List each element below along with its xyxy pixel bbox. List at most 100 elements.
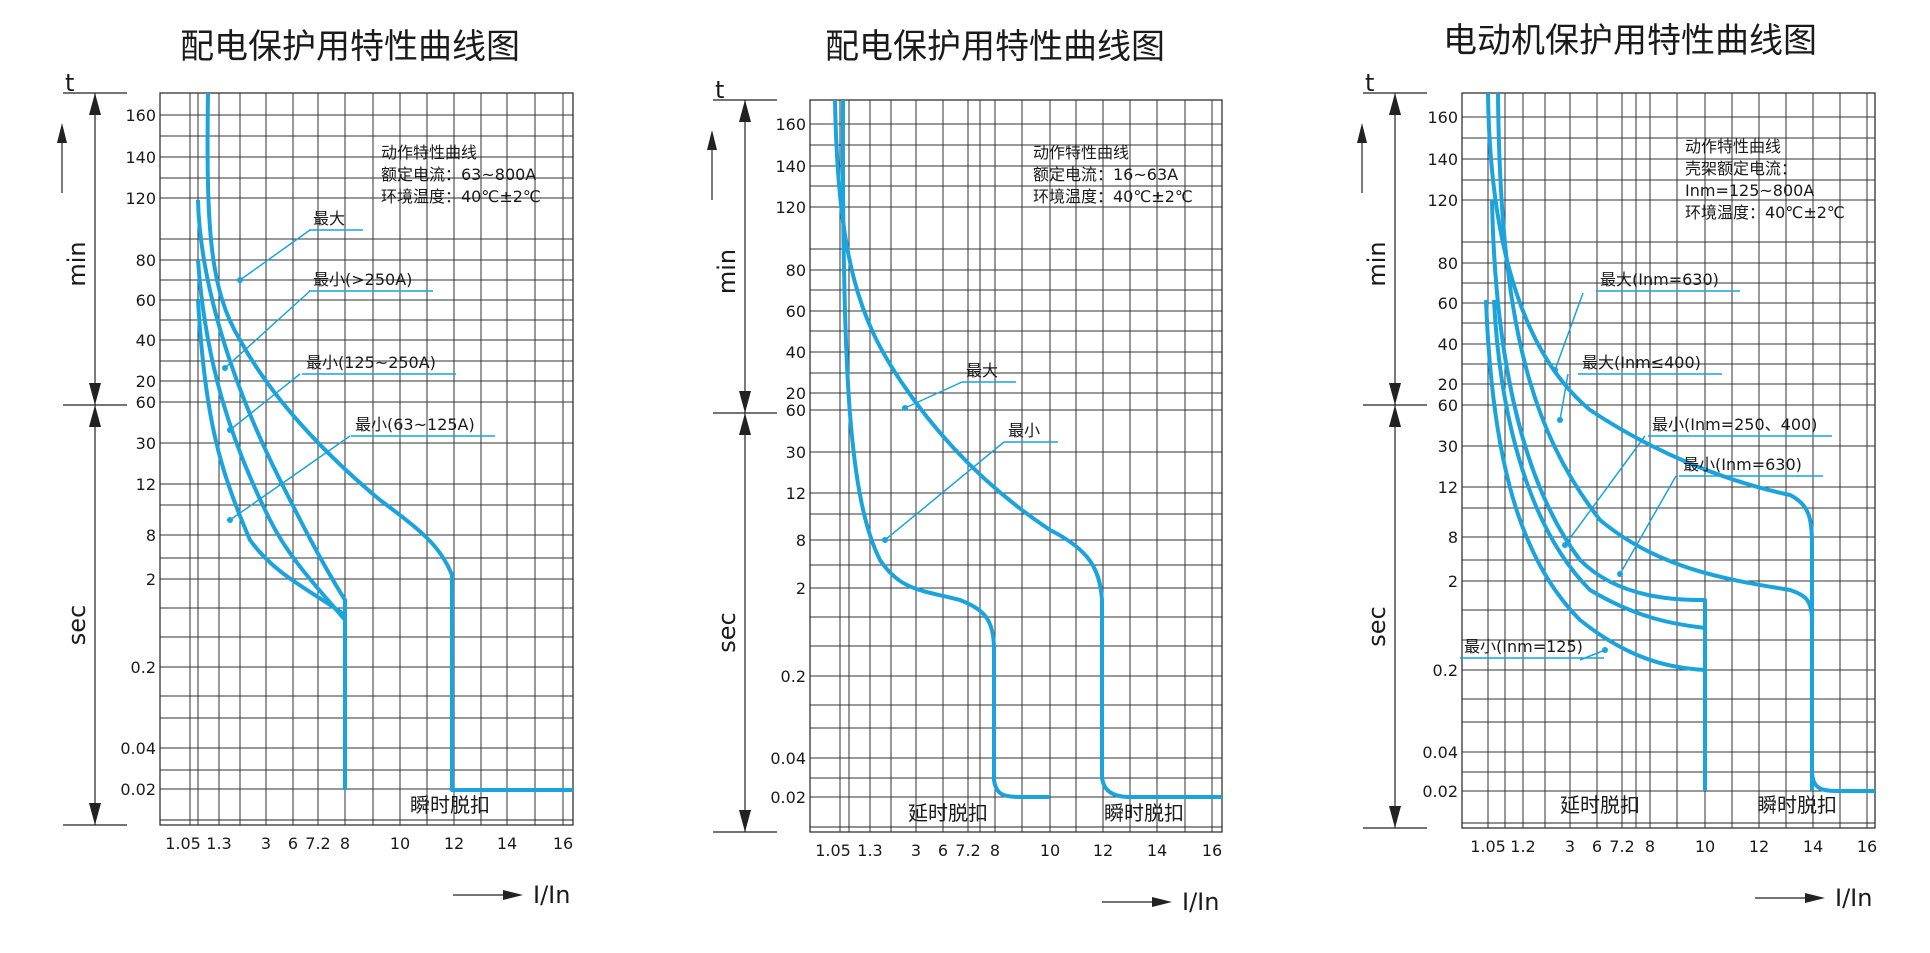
series-label: 最小(Inm=630) [1683,455,1802,474]
zone-label: 瞬时脱扣 [1757,793,1837,817]
arrow-icon [739,391,751,413]
y-tick-label-min: 80 [786,261,806,280]
x-tick-label: 6 [938,841,948,860]
series-label: 最小(Inm=125) [1464,637,1583,656]
arrow-icon [1389,806,1401,828]
leader-line [239,229,311,281]
zone-label: 瞬时脱扣 [410,793,490,817]
x-tick-label: 1.05 [165,834,201,853]
y-tick-label-min: 40 [1438,335,1458,354]
x-tick-label: 1.05 [815,841,851,860]
leader-tip [227,427,233,433]
annotation-line: Inm=125~800A [1685,181,1814,200]
y-tick-label-sec: 0.2 [781,667,806,686]
y-tick-label-sec: 60 [786,401,806,420]
x-tick-label: 16 [553,834,573,853]
y-tick-label-sec: 0.02 [120,780,156,799]
leader-tip [902,405,908,411]
leader-tip [1562,542,1568,548]
leader-tip [1557,417,1563,423]
x-tick-label: 10 [390,834,410,853]
curve-1 [205,92,573,792]
arrow-icon [739,100,751,122]
curve-2 [196,199,347,790]
plot-frame [159,92,574,826]
y-tick-label-min: 60 [136,291,156,310]
leader-tip [222,365,228,371]
plot-frame [809,99,1223,833]
annotation-line: 环境温度：40℃±2℃ [1685,203,1845,222]
y-unit-sec: sec [1363,606,1391,646]
y-tick-label-min: 20 [136,372,156,391]
x-tick-label: 3 [1565,837,1575,856]
y-unit-min: min [63,241,91,286]
y-tick-label-sec: 2 [1448,572,1458,591]
curve-1 [833,99,1222,799]
leader-tip [1552,367,1558,373]
zone-label: 延时脱扣 [1560,793,1640,817]
y-tick-label-sec: 0.04 [770,749,806,768]
series-label: 最小(Inm=250、400) [1652,415,1817,434]
y-tick-label-sec: 2 [146,570,156,589]
plot-frame [1461,92,1876,829]
curve-4 [196,299,347,790]
x-tick-label: 12 [1093,841,1113,860]
chart-title: 配电保护用特性曲线图 [180,27,520,67]
x-tick-label: 10 [1695,837,1715,856]
y-tick-label-sec: 30 [786,443,806,462]
leader-line [229,435,351,521]
y-unit-min: min [713,249,741,294]
curve-5 [1484,299,1707,791]
y-tick-label-min: 160 [1427,108,1458,127]
arrow-icon [1389,405,1401,427]
series-label: 最小 [1008,421,1040,440]
y-tick-label-sec: 12 [786,484,806,503]
right-arrow-icon [1152,897,1172,907]
y-tick-label-min: 140 [775,157,806,176]
annotation-line: 额定电流：16~63A [1033,165,1178,184]
annotation-line: 环境温度：40℃±2℃ [1033,187,1193,206]
y-axis-label: t [1365,69,1374,97]
y-tick-label-sec: 8 [796,531,806,550]
y-tick-label-min: 80 [1438,254,1458,273]
y-axis-label: t [715,76,724,104]
y-tick-label-min: 40 [136,331,156,350]
x-tick-label: 6 [288,834,298,853]
y-tick-label-sec: 0.02 [770,788,806,807]
y-tick-label-sec: 60 [136,393,156,412]
leader-line [1554,292,1584,371]
curve-2 [1496,92,1814,791]
y-tick-label-sec: 60 [1438,396,1458,415]
series-label: 最大 [313,209,345,228]
arrow-icon [89,405,101,427]
chart-3: 电动机保护用特性曲线图 1.05 1.2 3 6 7.2 8 10 12 14 16 160 140 12… [1357,21,1877,912]
y-tick-label-min: 80 [136,251,156,270]
up-arrow-icon [1357,123,1367,143]
x-axis-label: I/In [1182,888,1219,916]
y-tick-label-min: 120 [1427,191,1458,210]
leader-line [904,381,963,409]
y-unit-sec: sec [63,605,91,645]
x-tick-label: 16 [1857,837,1877,856]
leader-line [884,441,1005,541]
y-axis-label: t [65,69,74,97]
chart-title: 电动机保护用特性曲线图 [1443,21,1817,61]
x-tick-label: 1.2 [1510,837,1535,856]
y-tick-label-sec: 12 [136,475,156,494]
leader-line [229,373,301,431]
x-tick-label: 14 [1803,837,1823,856]
y-unit-min: min [1363,241,1391,286]
annotation-line: 动作特性曲线 [1033,143,1129,162]
series-label: 最小(125~250A) [306,353,436,372]
leader-line [1564,435,1646,546]
arrow-icon [89,93,101,115]
x-tick-label: 1.05 [1470,837,1506,856]
leader-line [1619,475,1677,575]
x-tick-label: 1.3 [206,834,231,853]
x-tick-label: 8 [990,841,1000,860]
y-tick-label-min: 60 [786,302,806,321]
series-label: 最小(>250A) [313,270,412,289]
y-tick-label-sec: 8 [146,526,156,545]
